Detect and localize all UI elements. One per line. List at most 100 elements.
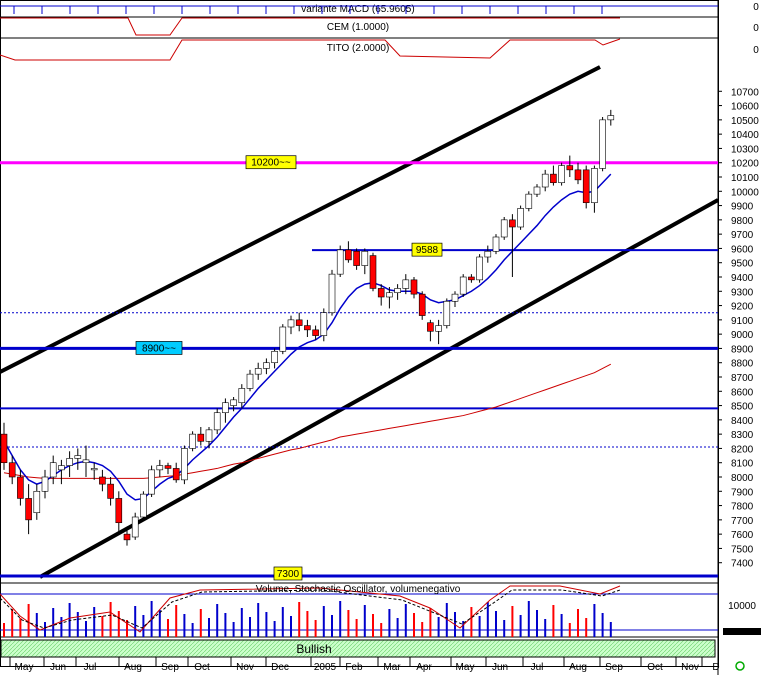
ma-short-line	[3, 173, 612, 501]
y-tick-label: 7900	[731, 487, 754, 498]
candle-body	[131, 516, 139, 538]
month-label: Feb	[345, 662, 363, 673]
candle	[582, 165, 590, 209]
candle-body	[394, 288, 401, 294]
candle	[25, 484, 32, 535]
candle-body	[107, 483, 114, 499]
candle-body	[304, 325, 311, 331]
y-tick-label: 9500	[731, 259, 754, 270]
candle-body	[58, 465, 65, 471]
candle	[541, 169, 549, 192]
y-tick-label: 10100	[731, 173, 759, 184]
candle-body	[435, 325, 442, 332]
trend-channel	[0, 65, 719, 579]
volume-pane-title: Volume, Stochastic Oscillator, volumeneg…	[256, 584, 461, 595]
candle	[279, 324, 287, 355]
month-label: Apr	[416, 662, 432, 673]
candle	[459, 274, 467, 297]
y-tick-label: 9100	[731, 316, 754, 327]
candle	[533, 184, 541, 197]
candle	[336, 245, 344, 277]
candle-body	[591, 168, 598, 204]
candle-body	[230, 399, 237, 406]
candle	[361, 248, 369, 275]
candle	[550, 165, 557, 186]
candle-body	[582, 169, 590, 204]
refresh-icon[interactable]	[735, 661, 745, 671]
candle-body	[320, 312, 328, 336]
candle	[17, 469, 24, 506]
time-axis: May Jun Jul Aug Sep Oct Nov Dec 2005 Feb Mar Apr May…	[9, 657, 720, 673]
y-tick-label: 9400	[731, 273, 754, 284]
candle	[574, 162, 582, 185]
candle	[295, 312, 303, 332]
candle	[172, 462, 180, 483]
indicator-layer	[0, 5, 718, 61]
y-tick-label: 9600	[731, 244, 754, 255]
candle	[369, 252, 377, 292]
candle-body	[8, 462, 16, 478]
y-tick-label: 8900	[731, 344, 754, 355]
status-bar	[0, 639, 716, 658]
candle	[222, 398, 229, 423]
candle	[66, 451, 73, 477]
candle-body	[336, 249, 344, 275]
candle-body	[148, 469, 155, 495]
ma-long-line	[3, 363, 612, 479]
candle	[443, 298, 451, 329]
tito-label: TITO (2.0000)	[327, 43, 390, 54]
candle	[320, 308, 328, 342]
candle-body	[509, 219, 516, 228]
y-tick-label: 7700	[731, 516, 754, 527]
grid-layer	[0, 0, 719, 675]
candle	[0, 422, 8, 470]
candle	[427, 319, 434, 342]
level-label-box	[411, 242, 443, 257]
candle	[418, 291, 426, 320]
level-label-box	[135, 341, 183, 355]
price-axis: 7400 7500 7600 7700 7800 7900 8000 8100 8200 8300…	[718, 87, 759, 570]
y-tick-label: 8300	[731, 430, 754, 441]
candle-body	[82, 459, 90, 464]
candle-body	[33, 490, 41, 514]
cem-value: 0	[753, 23, 759, 34]
candle	[213, 408, 221, 435]
candle-body	[312, 329, 319, 336]
candle-body	[213, 412, 221, 431]
candle-body	[271, 350, 278, 364]
candle	[82, 445, 90, 477]
candle-body	[295, 319, 303, 326]
candle	[394, 284, 401, 300]
channel-lower	[39, 198, 719, 579]
candle	[49, 455, 57, 485]
candle	[140, 491, 147, 520]
month-label: Jul	[531, 662, 544, 673]
candle-body	[476, 256, 483, 281]
candle-body	[156, 465, 164, 471]
candle	[558, 162, 565, 186]
candle	[115, 491, 123, 535]
month-label: Jul	[84, 662, 97, 673]
candle-body	[566, 165, 574, 171]
candle-body	[66, 458, 73, 466]
candle	[435, 319, 442, 345]
candle-body	[345, 249, 352, 261]
candle-body	[287, 319, 295, 328]
candle	[238, 384, 246, 409]
candle	[156, 459, 164, 477]
candle	[107, 477, 114, 506]
candle-body	[410, 279, 418, 295]
channel-upper	[0, 65, 601, 374]
candle	[41, 469, 49, 499]
candle	[492, 234, 500, 255]
candle-body	[74, 455, 82, 459]
tito-line	[0, 38, 621, 61]
candle-body	[459, 276, 467, 295]
candle	[74, 448, 82, 470]
candle-body	[361, 250, 369, 266]
tito-value: 0	[753, 45, 759, 56]
candle-body	[254, 368, 262, 375]
candle	[148, 465, 155, 497]
candle-body	[246, 373, 254, 389]
level-label-box	[245, 155, 297, 170]
